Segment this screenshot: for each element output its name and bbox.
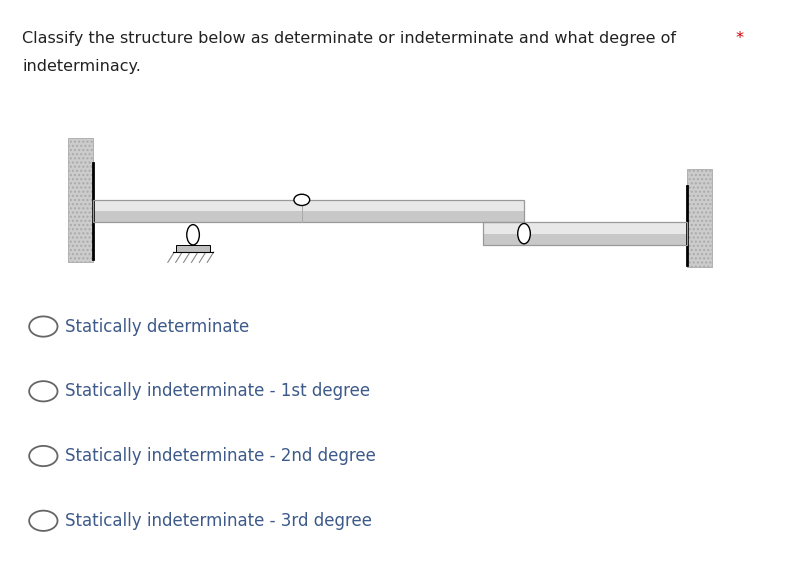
Bar [93,200,524,222]
Text: Statically indeterminate - 3rd degree: Statically indeterminate - 3rd degree [65,512,372,530]
Text: Classify the structure below as determinate or indeterminate and what degree of: Classify the structure below as determin… [22,31,676,46]
Bar [93,200,524,211]
Text: *: * [731,31,744,46]
Bar [176,245,210,252]
Ellipse shape [518,224,530,244]
Bar [68,138,93,262]
Circle shape [29,316,58,337]
Bar [483,222,687,245]
Circle shape [294,194,310,205]
Text: Statically determinate: Statically determinate [65,318,249,336]
Circle shape [29,446,58,466]
Bar [483,234,687,245]
Circle shape [29,511,58,531]
Ellipse shape [187,225,199,245]
Bar [687,169,712,267]
Text: indeterminacy.: indeterminacy. [22,59,141,74]
Bar [483,222,687,234]
Bar [93,211,524,222]
Circle shape [29,381,58,401]
Text: Statically indeterminate - 2nd degree: Statically indeterminate - 2nd degree [65,447,376,465]
Text: Statically indeterminate - 1st degree: Statically indeterminate - 1st degree [65,382,370,400]
